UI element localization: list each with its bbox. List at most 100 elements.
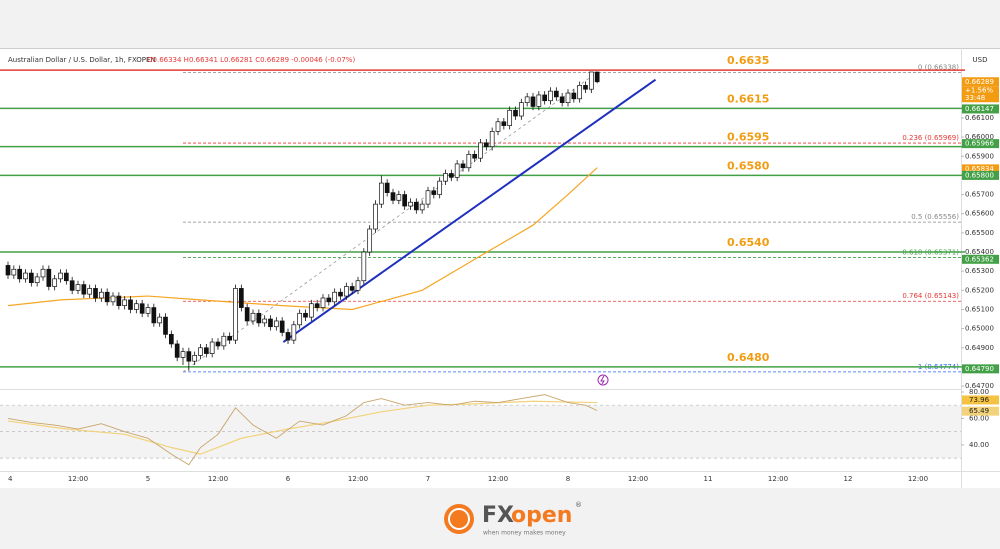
- candle-body: [233, 288, 238, 341]
- x-tick-label: 12:00: [348, 475, 368, 483]
- price-badge-label: 0.65966: [965, 140, 994, 148]
- candle-body: [308, 303, 314, 318]
- fib-label: 0.764 (0.65143): [902, 292, 959, 300]
- candle-body: [75, 284, 81, 291]
- candle-body: [431, 190, 437, 195]
- candle-body: [104, 291, 110, 303]
- candle-body: [133, 303, 139, 310]
- price-badge: [962, 139, 999, 149]
- rsi-signal: [7, 400, 598, 455]
- candle-body: [320, 297, 326, 308]
- candle-body: [466, 153, 472, 169]
- brand-suffix: open: [511, 503, 572, 528]
- candle-body: [238, 288, 244, 308]
- y-tick-label: 0.65300: [965, 267, 994, 275]
- fib-anchor-line: [182, 72, 598, 373]
- candle-body: [28, 272, 34, 284]
- candle-body: [244, 307, 250, 322]
- x-tick-label: 8: [566, 475, 570, 483]
- candle-body: [250, 312, 256, 322]
- symbol-title: Australian Dollar / U.S. Dollar, 1h, FXO…: [8, 56, 156, 64]
- candle-body: [472, 153, 478, 159]
- candle-body: [198, 347, 203, 356]
- candle-body: [116, 295, 122, 306]
- candle-body: [203, 347, 209, 354]
- candle-body: [256, 312, 262, 324]
- candle-body: [128, 299, 133, 310]
- candle-body: [443, 173, 448, 182]
- candle-body: [495, 121, 501, 132]
- candle-body: [110, 295, 116, 303]
- x-tick-label: 11: [704, 475, 713, 483]
- candle-body: [565, 92, 571, 103]
- currency-label: USD: [973, 56, 988, 64]
- level-label: 0.6480: [727, 351, 770, 364]
- logo: FX open ® when money makes money: [444, 501, 582, 537]
- candle-body: [378, 182, 384, 205]
- candle-body: [5, 265, 11, 276]
- x-tick-label: 12:00: [208, 475, 228, 483]
- candle-body: [11, 268, 17, 276]
- candle-body: [483, 142, 489, 148]
- price-badge: [962, 77, 999, 87]
- x-tick-label: 12:00: [628, 475, 648, 483]
- level-label: 0.6540: [727, 236, 770, 249]
- y-tick-label: 0.65000: [965, 325, 994, 333]
- candle-body: [396, 194, 402, 201]
- candle-body: [454, 163, 460, 178]
- candle-body: [373, 203, 378, 230]
- candle-body: [58, 272, 63, 280]
- y-tick-label: 0.65500: [965, 229, 994, 237]
- price-badge-label: 0.65362: [965, 255, 994, 263]
- candle-body: [583, 85, 588, 90]
- fib-label: 0.236 (0.65969): [902, 134, 959, 142]
- candle-body: [367, 228, 373, 253]
- candle-body: [530, 96, 536, 107]
- price-badge: [962, 254, 999, 264]
- x-tick-label: 5: [146, 475, 150, 483]
- brand-tagline: when money makes money: [483, 530, 566, 537]
- candle-body: [332, 291, 338, 303]
- y-tick-label: 0.65400: [965, 248, 994, 256]
- candle-body: [542, 94, 548, 102]
- candle-body: [34, 276, 40, 284]
- candle-body: [23, 272, 28, 280]
- candle-body: [52, 278, 58, 287]
- candle-body: [501, 121, 507, 126]
- candle-body: [425, 190, 431, 205]
- event-icon-bolt: [600, 375, 605, 385]
- y-tick-label: 0.65200: [965, 286, 994, 294]
- rsi-line: [7, 394, 598, 466]
- candle-body: [63, 272, 69, 282]
- rsi-badge: [962, 395, 999, 405]
- candle-body: [98, 291, 104, 299]
- candle-body: [513, 109, 518, 117]
- fib-label: 0 (0.66338): [918, 63, 959, 71]
- ohlc-values: O0.66334 H0.66341 L0.66281 C0.66289 -0.0…: [147, 56, 355, 64]
- candle-body: [437, 180, 443, 195]
- x-tick-label: 12:00: [68, 475, 88, 483]
- candle-body: [413, 201, 419, 211]
- y-tick-label: 0.65600: [965, 210, 994, 218]
- candle-body: [227, 335, 233, 341]
- price-badge-label: 0.64790: [965, 365, 994, 373]
- price-badge: [962, 104, 999, 114]
- price-badge-label: 0.66289: [965, 78, 994, 86]
- candle-body: [303, 312, 308, 318]
- candle-body: [46, 268, 52, 287]
- rsi-badge-label: 65.49: [969, 407, 989, 415]
- y-tick-label: 0.64900: [965, 344, 994, 352]
- candle-body: [489, 131, 495, 148]
- x-tick-label: 6: [286, 475, 291, 483]
- candle-body: [139, 303, 145, 314]
- candle-body: [349, 286, 355, 291]
- rsi-badge-label: 73.96: [969, 396, 990, 404]
- y-tick-label: 0.65700: [965, 191, 994, 199]
- y-tick-label: 0.65100: [965, 305, 994, 313]
- candle-body: [536, 94, 542, 107]
- brand-prefix: FX: [482, 503, 514, 528]
- event-icon[interactable]: [597, 374, 609, 386]
- candle-body: [448, 173, 454, 178]
- candle-body: [384, 182, 390, 193]
